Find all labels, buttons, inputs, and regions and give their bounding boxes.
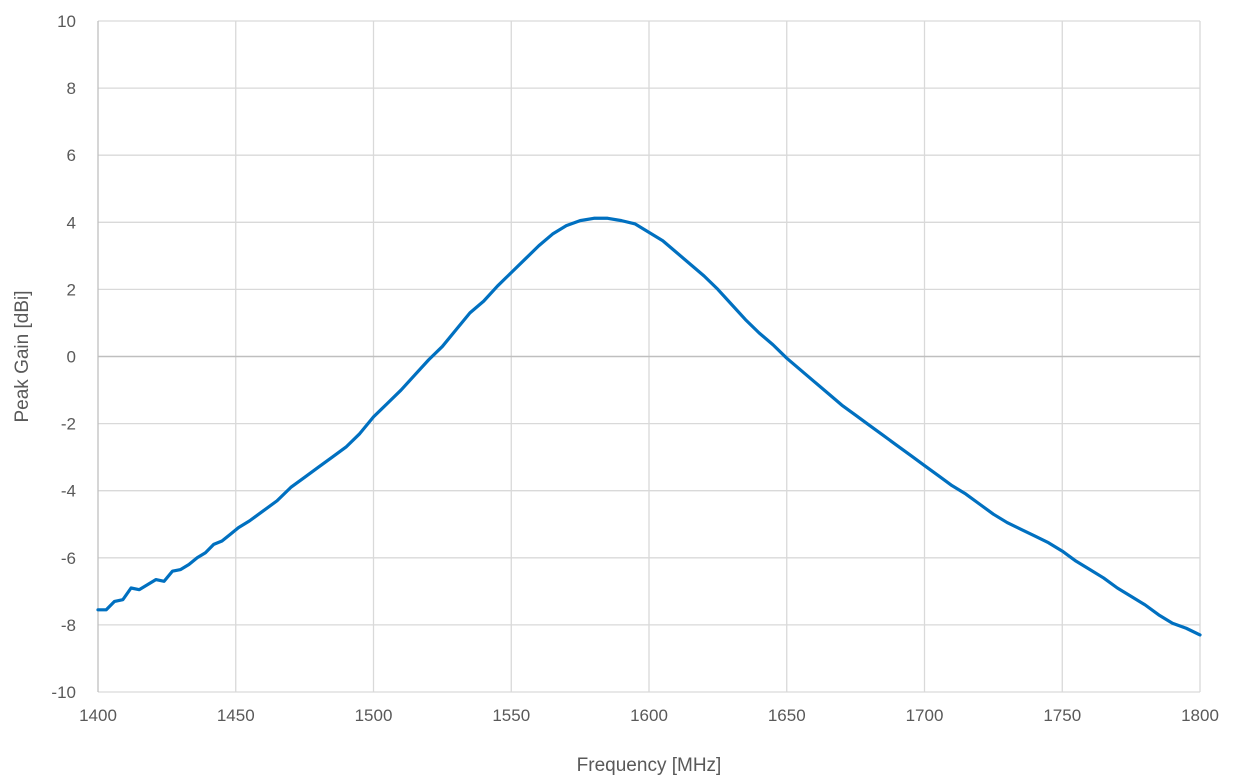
series-line-0	[96, 216, 1202, 637]
series-layer	[96, 216, 1202, 637]
x-tick-label: 1750	[1043, 706, 1081, 725]
y-tick-label: 10	[57, 12, 76, 31]
x-tick-label: 1550	[492, 706, 530, 725]
y-tick-label: 4	[67, 213, 76, 232]
y-tick-label: 2	[67, 280, 76, 299]
y-tick-label: 6	[67, 146, 76, 165]
x-axis-title: Frequency [MHz]	[577, 755, 722, 776]
y-tick-label: -4	[61, 482, 76, 501]
x-tick-label: 1800	[1181, 706, 1219, 725]
axes	[97, 21, 1200, 692]
x-tick-label: 1400	[79, 706, 117, 725]
x-tick-label: 1500	[355, 706, 393, 725]
y-tick-label: -10	[51, 683, 76, 702]
y-tick-label: -6	[61, 549, 76, 568]
x-tick-label: 1600	[630, 706, 668, 725]
y-tick-label: 8	[67, 79, 76, 98]
x-tick-label: 1700	[906, 706, 944, 725]
y-axis-title: Peak Gain [dBi]	[12, 290, 33, 422]
tick-labels: -10 -8 -6 -4 -2 0 2 4 6 8 10 1400 1450 1500 1550 1600 16…	[51, 12, 1218, 725]
y-tick-label: -2	[61, 415, 76, 434]
x-tick-label: 1650	[768, 706, 806, 725]
x-tick-label: 1450	[217, 706, 255, 725]
y-tick-label: 0	[67, 348, 76, 367]
y-tick-label: -8	[61, 616, 76, 635]
